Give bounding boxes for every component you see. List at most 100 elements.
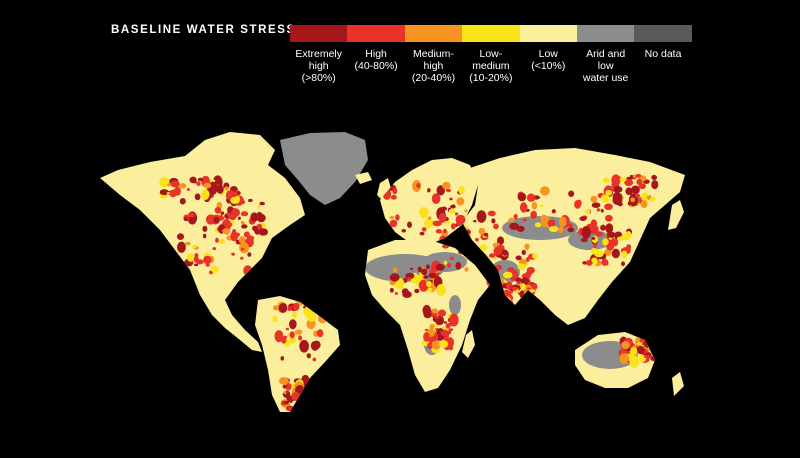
stress-patch bbox=[540, 214, 548, 223]
stress-patch bbox=[431, 193, 441, 205]
stress-patch bbox=[316, 329, 324, 338]
stress-patch bbox=[241, 224, 248, 229]
stress-patch bbox=[594, 250, 604, 258]
stress-patch bbox=[521, 249, 526, 256]
stress-patch bbox=[605, 223, 614, 234]
stress-patch bbox=[439, 235, 447, 244]
legend-swatch-5 bbox=[576, 25, 635, 42]
stress-patch bbox=[524, 298, 531, 305]
stress-patch bbox=[248, 198, 253, 203]
stress-patch bbox=[510, 289, 514, 294]
stress-patch bbox=[213, 216, 220, 224]
stress-patch bbox=[528, 305, 537, 312]
stress-patch bbox=[486, 275, 496, 288]
stress-patch bbox=[586, 259, 593, 266]
stress-patch bbox=[299, 401, 308, 412]
stress-patch bbox=[438, 212, 447, 223]
stress-patch bbox=[197, 177, 204, 182]
stress-patch bbox=[230, 196, 239, 204]
stress-patch bbox=[224, 186, 229, 191]
stress-patch bbox=[619, 177, 627, 182]
stress-patch bbox=[600, 224, 606, 231]
stress-patch bbox=[491, 218, 496, 224]
stress-patch bbox=[511, 306, 516, 313]
stress-patch bbox=[640, 200, 648, 208]
stress-patch bbox=[295, 398, 305, 408]
stress-patch bbox=[591, 202, 601, 208]
stress-patch bbox=[425, 264, 430, 270]
stress-patch bbox=[301, 387, 312, 398]
stress-patch bbox=[559, 216, 567, 227]
stress-patch bbox=[177, 241, 186, 253]
stress-patch bbox=[231, 208, 240, 217]
stress-patch bbox=[423, 332, 430, 342]
stress-patch bbox=[289, 398, 293, 403]
stress-patch bbox=[312, 357, 317, 362]
stress-patch bbox=[432, 220, 442, 227]
stress-patch bbox=[159, 189, 169, 196]
legend-label-5: Arid and low water use bbox=[582, 48, 629, 84]
stress-patch bbox=[306, 311, 317, 322]
stress-patch bbox=[442, 244, 450, 249]
stress-patch bbox=[462, 227, 471, 240]
stress-patch bbox=[282, 384, 287, 389]
stress-patch bbox=[447, 262, 452, 268]
stress-patch bbox=[437, 309, 447, 317]
stress-patch bbox=[222, 228, 231, 235]
stress-patch bbox=[287, 307, 292, 312]
stress-patch bbox=[513, 214, 518, 220]
stress-patch bbox=[540, 186, 550, 196]
stress-patch bbox=[301, 401, 307, 409]
stress-patch bbox=[423, 311, 432, 319]
stress-patch bbox=[291, 391, 301, 401]
stress-patch bbox=[464, 209, 468, 213]
stress-patch bbox=[298, 335, 303, 341]
stress-patch bbox=[394, 291, 398, 295]
stress-patch bbox=[193, 263, 199, 267]
stress-patch bbox=[407, 221, 412, 228]
stress-patch bbox=[186, 252, 195, 262]
stress-patch bbox=[203, 182, 212, 189]
stress-patch bbox=[525, 257, 530, 262]
stress-patch bbox=[240, 247, 245, 251]
stress-patch bbox=[606, 243, 615, 251]
stress-patch bbox=[631, 185, 640, 195]
stress-patch bbox=[589, 224, 599, 235]
stress-patch bbox=[609, 186, 613, 191]
stress-patch bbox=[297, 395, 308, 409]
stress-patch bbox=[220, 211, 225, 215]
stress-patch bbox=[600, 194, 610, 203]
stress-patch bbox=[257, 211, 262, 216]
stress-patch bbox=[261, 223, 267, 227]
stress-patch bbox=[539, 204, 544, 207]
stress-patch bbox=[203, 255, 212, 265]
stress-patch bbox=[200, 189, 210, 201]
stress-patch bbox=[524, 293, 534, 305]
stress-patch bbox=[591, 236, 596, 240]
stress-patch bbox=[230, 231, 239, 242]
stress-patch bbox=[568, 190, 575, 197]
stress-patch bbox=[219, 238, 225, 245]
stress-patch bbox=[417, 266, 423, 273]
stress-patch bbox=[256, 223, 263, 231]
stress-patch bbox=[278, 303, 288, 313]
stress-patch bbox=[431, 308, 438, 314]
iceland bbox=[355, 172, 372, 184]
stress-patch bbox=[458, 186, 465, 195]
stress-patch bbox=[455, 214, 466, 225]
stress-patch bbox=[604, 214, 613, 222]
stress-patch bbox=[508, 300, 514, 307]
stress-patch bbox=[169, 189, 177, 198]
stress-patch bbox=[421, 227, 427, 232]
stress-patch bbox=[590, 257, 598, 266]
stress-patch bbox=[474, 237, 479, 242]
stress-patch bbox=[293, 408, 297, 412]
stress-patch bbox=[246, 235, 255, 242]
stress-patch bbox=[531, 201, 538, 210]
stress-patch bbox=[503, 271, 513, 279]
stress-patch bbox=[502, 216, 578, 240]
stress-patch bbox=[620, 234, 630, 241]
north-america bbox=[100, 132, 305, 352]
stress-patch bbox=[291, 311, 297, 319]
stress-patch bbox=[523, 298, 533, 310]
